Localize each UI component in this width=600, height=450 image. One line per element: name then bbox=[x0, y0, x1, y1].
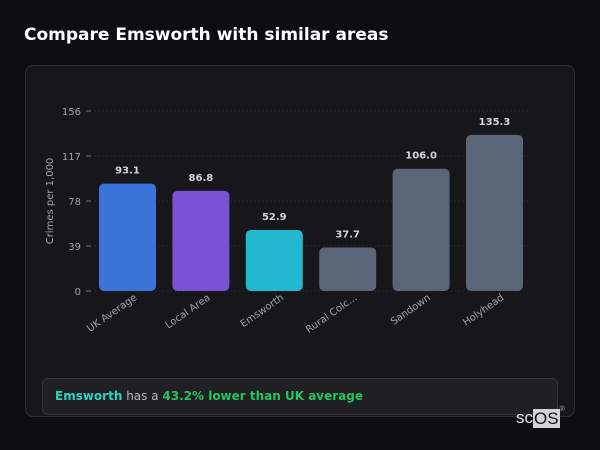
scos-logo: sc OS ® bbox=[516, 406, 565, 428]
bar-rural-colc- bbox=[319, 247, 377, 291]
y-axis-label: Crimes per 1,000 bbox=[45, 158, 56, 245]
data-label: 37.7 bbox=[335, 230, 360, 241]
callout-place: Emsworth bbox=[55, 389, 123, 403]
data-label: 52.9 bbox=[262, 212, 287, 223]
x-tick-label: Holyhead bbox=[461, 292, 506, 328]
x-tick-label: Emsworth bbox=[239, 292, 286, 330]
callout-comparison: 43.2% lower than UK average bbox=[162, 389, 363, 403]
comparison-callout: Emsworth has a 43.2% lower than UK avera… bbox=[42, 378, 558, 415]
x-tick-label: Rural Colc... bbox=[304, 292, 359, 335]
y-tick-label: 39 bbox=[68, 242, 81, 253]
bar-sandown bbox=[392, 168, 450, 291]
x-tick-label: UK Average bbox=[85, 292, 139, 334]
bar-emsworth bbox=[245, 229, 303, 291]
x-tick-label: Sandown bbox=[389, 292, 433, 327]
bar-holyhead bbox=[466, 134, 523, 291]
y-tick-label: 0 bbox=[75, 287, 81, 298]
y-tick-label: 78 bbox=[68, 197, 81, 208]
y-tick-label: 156 bbox=[62, 107, 81, 118]
data-label: 93.1 bbox=[115, 166, 140, 177]
data-label: 135.3 bbox=[479, 117, 511, 128]
x-tick-label: Local Area bbox=[164, 292, 213, 331]
bar-local-area bbox=[172, 190, 230, 291]
callout-text: has a bbox=[122, 389, 163, 403]
y-tick-label: 117 bbox=[62, 152, 81, 163]
page-title: Compare Emsworth with similar areas bbox=[24, 25, 389, 45]
data-label: 86.8 bbox=[189, 173, 214, 184]
bar-uk-average bbox=[99, 183, 156, 291]
data-label: 106.0 bbox=[405, 151, 437, 162]
